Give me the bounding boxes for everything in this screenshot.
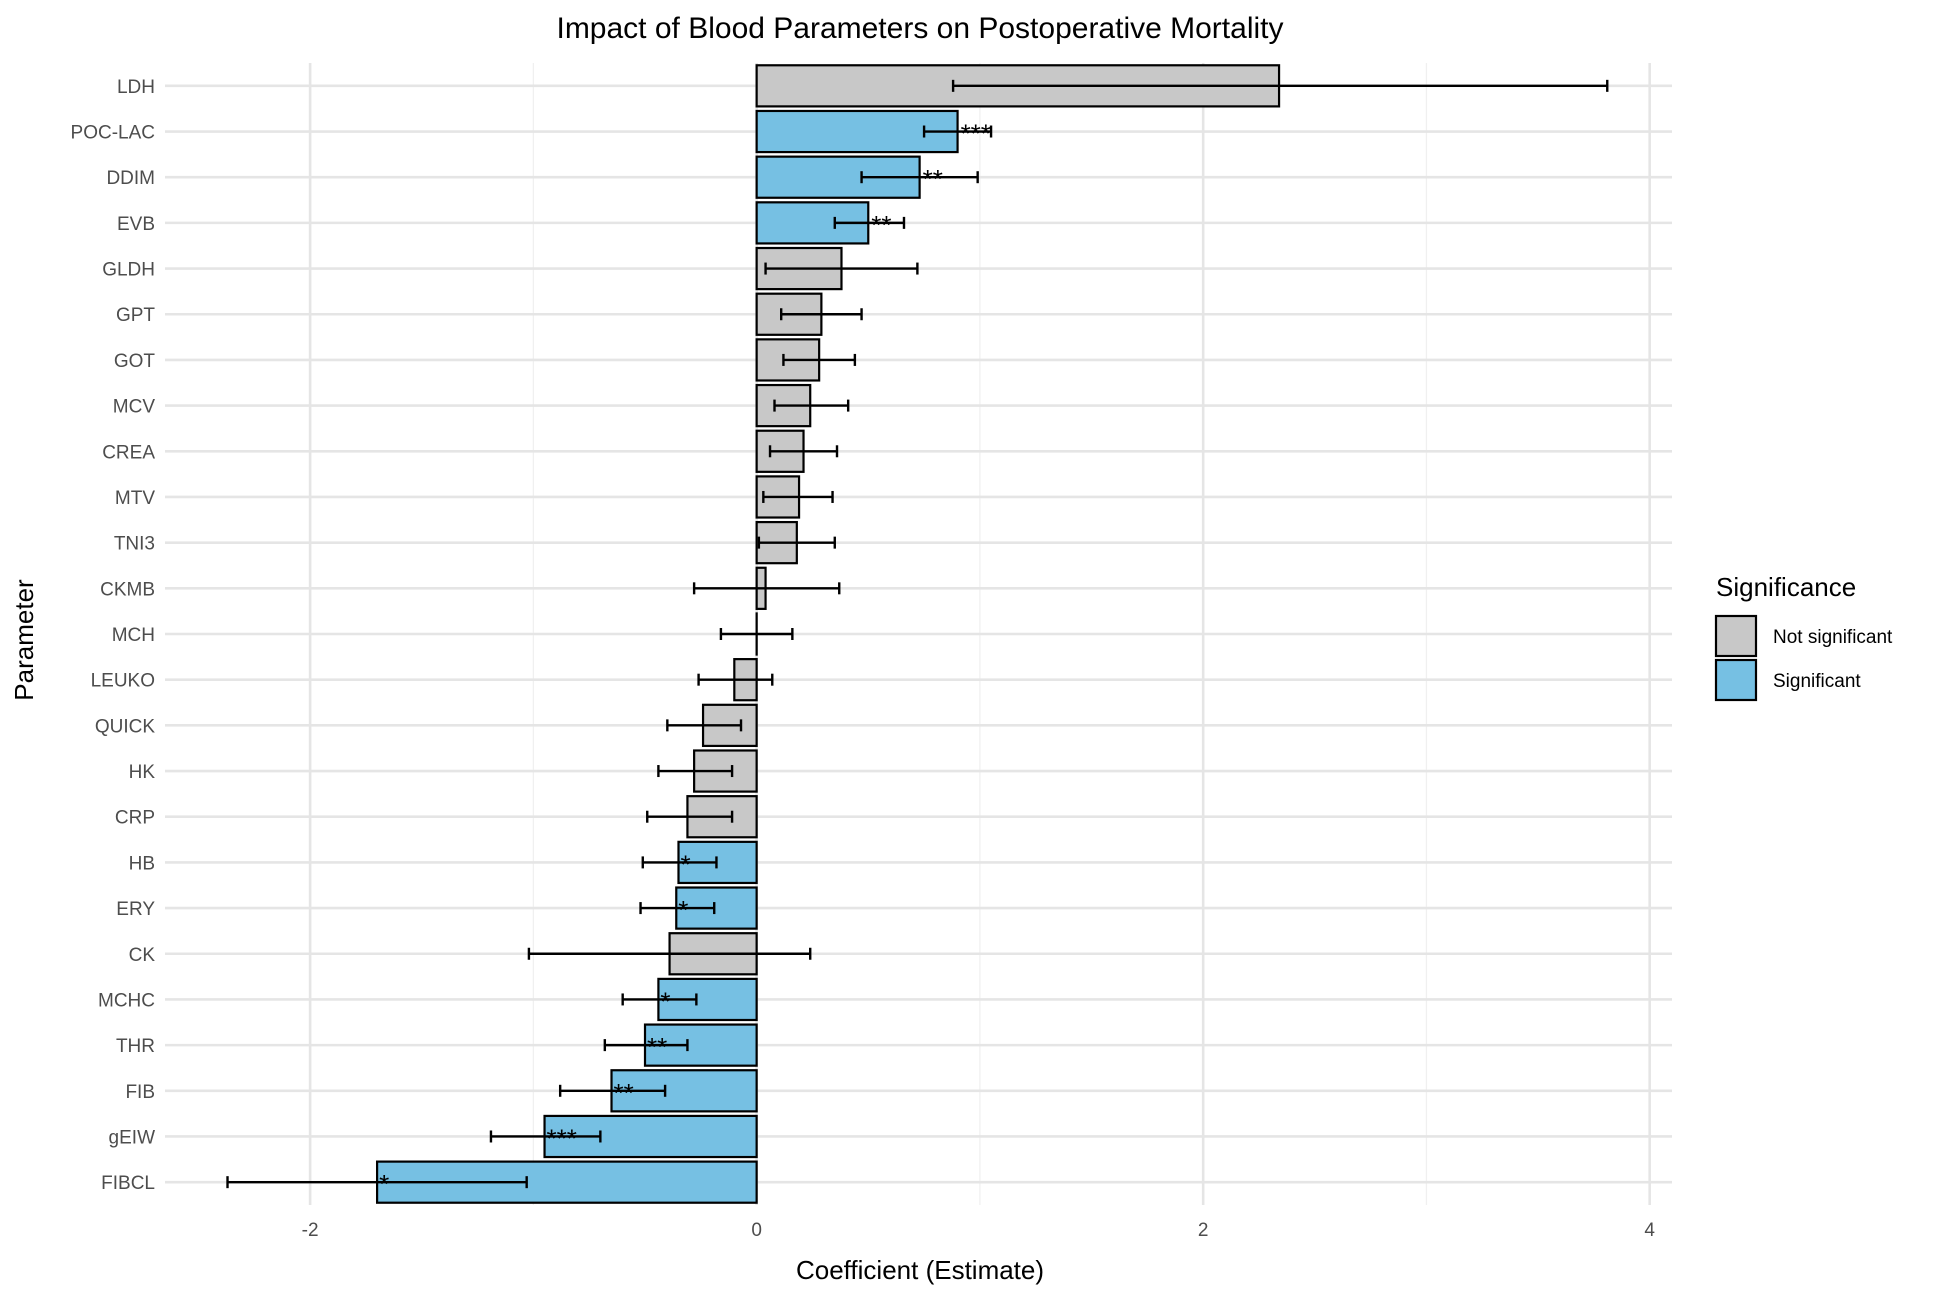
legend-key-significant [1714,658,1758,702]
y-tick-ldh: LDH [117,77,155,98]
legend: Significance Not significant Significant [1714,572,1893,702]
y-tick-mtv: MTV [115,488,155,509]
y-tick-geiw: gEIW [109,1127,156,1148]
x-axis-title: Coefficient (Estimate) [796,1255,1044,1285]
stars-geiw: *** [547,1123,577,1153]
stars-thr: ** [647,1032,667,1062]
y-tick-tni3: TNI3 [114,534,155,555]
y-tick-leuko: LEUKO [91,671,155,692]
y-tick-hk: HK [129,762,156,783]
y-tick-ck: CK [129,945,156,966]
y-tick-got: GOT [114,351,156,372]
y-tick-quick: QUICK [95,716,156,737]
y-tick-thr: THR [116,1036,155,1057]
y-tick-gpt: GPT [116,305,155,326]
legend-title: Significance [1716,572,1856,602]
x-tick-label: 4 [1644,1220,1655,1241]
legend-key-not-significant [1714,614,1758,658]
grid [165,63,1672,1205]
stars-evb: ** [871,210,891,240]
stars-hb: * [680,849,690,879]
y-tick-evb: EVB [117,214,155,235]
significance-stars: ****************** [379,119,991,1200]
chart-title: Impact of Blood Parameters on Postoperat… [556,12,1283,45]
y-tick-ddim: DDIM [106,168,155,189]
stars-fibcl: * [379,1169,389,1199]
y-tick-ery: ERY [116,899,155,920]
error-bars [226,79,1609,1189]
y-tick-ckmb: CKMB [100,579,155,600]
stars-ery: * [678,895,688,925]
x-tick-label: 2 [1198,1220,1209,1241]
x-tick-label: -2 [302,1220,319,1241]
y-tick-mcv: MCV [113,397,156,418]
y-tick-fibcl: FIBCL [101,1173,155,1194]
legend-label-significant: Significant [1773,671,1861,692]
y-tick-hb: HB [129,853,155,874]
y-tick-labels: LDH POC-LAC DDIM EVB GLDH GPT GOT MCV CREA MTV TNI… [71,77,156,1194]
stars-ddim: ** [923,164,943,194]
y-tick-crea: CREA [102,442,155,463]
y-tick-mch: MCH [112,625,155,646]
legend-label-not-significant: Not significant [1773,627,1893,648]
y-tick-fib: FIB [125,1082,155,1103]
y-tick-poc-lac: POC-LAC [71,123,155,144]
y-tick-gldh: GLDH [102,260,155,281]
stars-mchc: * [660,986,670,1016]
stars-fib: ** [614,1078,634,1108]
y-axis-title: Parameter [9,579,39,701]
y-tick-crp: CRP [115,808,155,829]
y-tick-mchc: MCHC [98,990,155,1011]
x-tick-labels: -2 0 2 4 [302,1220,1656,1241]
stars-poc-lac: *** [961,119,991,149]
x-tick-label: 0 [751,1220,762,1241]
